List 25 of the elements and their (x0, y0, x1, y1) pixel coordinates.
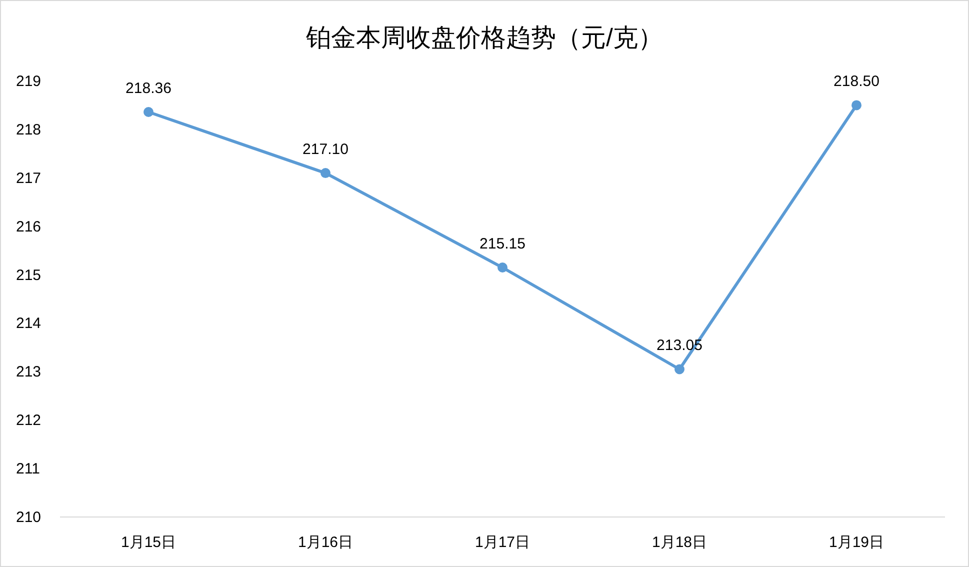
data-label: 218.50 (834, 73, 880, 90)
y-tick-label: 210 (16, 509, 42, 526)
point (144, 107, 154, 118)
point (320, 168, 330, 178)
x-tick-label: 1月17日 (474, 534, 530, 551)
y-tick-label: 211 (16, 460, 40, 478)
x-tick-label: 1月16日 (298, 534, 354, 551)
y-tick-label: 216 (16, 218, 42, 236)
point (674, 364, 684, 374)
y-tick-label: 218 (16, 121, 42, 138)
y-tick-label: 213 (16, 364, 42, 381)
x-tick-label: 1月18日 (652, 534, 708, 551)
y-tick-label: 219 (16, 73, 42, 90)
y-tick-label: 217 (16, 170, 42, 187)
y-tick-label: 214 (16, 315, 42, 332)
point (498, 262, 508, 273)
chart-title: 铂金本周收盘价格趋势（元/克） (305, 24, 663, 52)
point (852, 100, 862, 110)
x-tick-label: 1月15日 (120, 534, 176, 551)
data-label: 217.10 (302, 141, 348, 158)
data-label: 218.36 (126, 80, 172, 98)
x-tick-label: 1月19日 (828, 534, 884, 551)
y-tick-label: 215 (16, 266, 42, 284)
y-tick-label: 212 (16, 412, 42, 430)
data-label: 215.15 (480, 236, 526, 253)
